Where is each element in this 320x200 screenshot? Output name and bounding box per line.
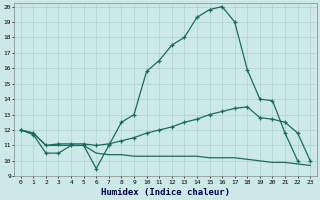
X-axis label: Humidex (Indice chaleur): Humidex (Indice chaleur) [101, 188, 230, 197]
